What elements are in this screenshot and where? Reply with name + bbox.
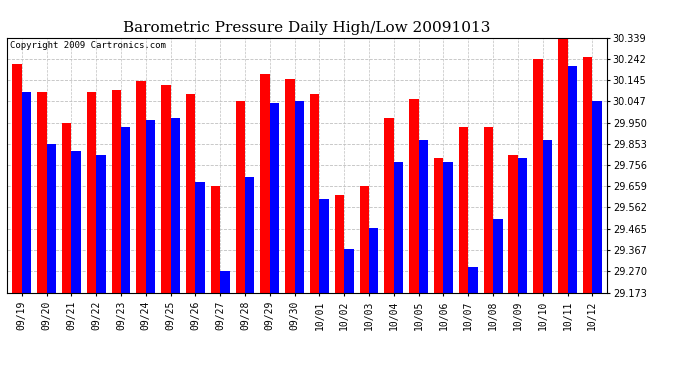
- Bar: [533, 59, 543, 292]
- Bar: [12, 63, 22, 292]
- Bar: [186, 94, 195, 292]
- Bar: [285, 79, 295, 292]
- Bar: [195, 182, 205, 292]
- Bar: [62, 123, 71, 292]
- Bar: [270, 103, 279, 292]
- Bar: [47, 144, 56, 292]
- Bar: [235, 101, 245, 292]
- Bar: [137, 81, 146, 292]
- Bar: [469, 267, 477, 292]
- Bar: [359, 186, 369, 292]
- Bar: [87, 92, 96, 292]
- Bar: [419, 140, 428, 292]
- Bar: [295, 101, 304, 292]
- Bar: [459, 127, 469, 292]
- Bar: [567, 66, 577, 292]
- Bar: [369, 228, 379, 292]
- Bar: [444, 162, 453, 292]
- Bar: [319, 199, 329, 292]
- Bar: [484, 127, 493, 292]
- Bar: [583, 57, 592, 292]
- Bar: [518, 158, 527, 292]
- Bar: [96, 155, 106, 292]
- Bar: [310, 94, 319, 292]
- Bar: [22, 92, 31, 292]
- Bar: [245, 177, 255, 292]
- Title: Barometric Pressure Daily High/Low 20091013: Barometric Pressure Daily High/Low 20091…: [124, 21, 491, 35]
- Bar: [394, 162, 403, 292]
- Bar: [434, 158, 444, 292]
- Text: Copyright 2009 Cartronics.com: Copyright 2009 Cartronics.com: [10, 41, 166, 50]
- Bar: [71, 151, 81, 292]
- Bar: [146, 120, 155, 292]
- Bar: [543, 140, 552, 292]
- Bar: [344, 249, 354, 292]
- Bar: [509, 155, 518, 292]
- Bar: [121, 127, 130, 292]
- Bar: [384, 118, 394, 292]
- Bar: [260, 75, 270, 292]
- Bar: [335, 195, 344, 292]
- Bar: [170, 118, 180, 292]
- Bar: [161, 86, 170, 292]
- Bar: [493, 219, 502, 292]
- Bar: [558, 37, 567, 292]
- Bar: [409, 99, 419, 292]
- Bar: [37, 92, 47, 292]
- Bar: [592, 101, 602, 292]
- Bar: [211, 186, 220, 292]
- Bar: [112, 90, 121, 292]
- Bar: [220, 271, 230, 292]
